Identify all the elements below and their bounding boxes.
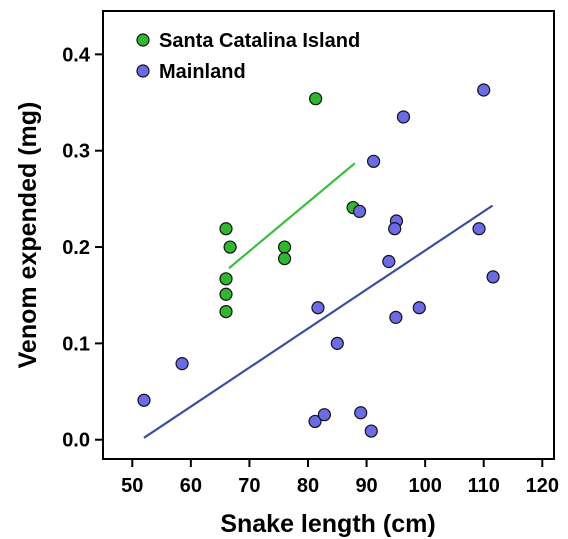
y-tick-label: 0.4 (62, 44, 91, 66)
data-point-mainland (472, 222, 486, 236)
x-tick-label: 100 (408, 475, 441, 497)
data-point-mainland (389, 310, 403, 324)
data-point-mainland (364, 424, 378, 438)
x-axis-title: Snake length (cm) (220, 510, 435, 538)
data-point-santa-catalina (219, 222, 233, 236)
x-tick-label: 60 (180, 475, 202, 497)
data-point-mainland (486, 270, 500, 284)
data-point-mainland (317, 408, 331, 422)
trend-line-santa-catalina (228, 162, 356, 270)
x-axis: 50 60 70 80 90 100 110 120 (121, 459, 559, 497)
x-tick-label: 70 (238, 475, 260, 497)
plot-frame (102, 10, 555, 460)
y-tick-label: 0.2 (62, 237, 90, 259)
y-axis-title: Venom expended (mg) (14, 102, 42, 369)
data-point-mainland (382, 254, 396, 269)
data-point-santa-catalina (219, 272, 233, 286)
data-point-mainland (354, 406, 368, 420)
y-tick-label: 0.0 (62, 430, 90, 452)
data-point-santa-catalina (219, 287, 233, 301)
data-point-mainland (308, 414, 322, 429)
data-point-santa-catalina (309, 92, 323, 106)
x-tick-label: 80 (297, 475, 319, 497)
data-point-mainland (352, 204, 367, 218)
data-point-mainland (330, 336, 344, 350)
x-tick-label: 110 (468, 475, 500, 497)
y-axis: 0.0 0.1 0.2 0.3 0.4 (62, 44, 103, 452)
data-point-mainland (367, 154, 381, 168)
y-tick-label: 0.1 (62, 333, 90, 355)
x-tick-label: 90 (355, 475, 377, 497)
data-point-mainland (396, 110, 411, 124)
data-point-mainland (412, 301, 426, 315)
x-tick-label: 120 (526, 475, 559, 497)
data-point-santa-catalina (219, 304, 233, 319)
data-point-mainland (175, 357, 189, 371)
data-point-santa-catalina (223, 240, 237, 254)
legend: Santa Catalina Island Mainland (136, 30, 360, 83)
data-points (137, 83, 500, 438)
x-tick-label: 50 (121, 475, 143, 497)
legend-label: Santa Catalina Island (159, 30, 360, 52)
legend-marker (136, 64, 150, 78)
data-point-mainland (477, 83, 491, 97)
y-tick-label: 0.3 (62, 141, 90, 163)
data-point-mainland (311, 301, 325, 315)
data-point-santa-catalina (277, 252, 292, 266)
data-point-mainland (137, 393, 151, 407)
data-point-santa-catalina (277, 240, 292, 254)
legend-label: Mainland (159, 61, 246, 83)
trend-line-mainland (143, 204, 494, 439)
trend-lines (143, 162, 494, 439)
data-point-mainland (388, 222, 402, 236)
legend-marker (136, 33, 150, 47)
